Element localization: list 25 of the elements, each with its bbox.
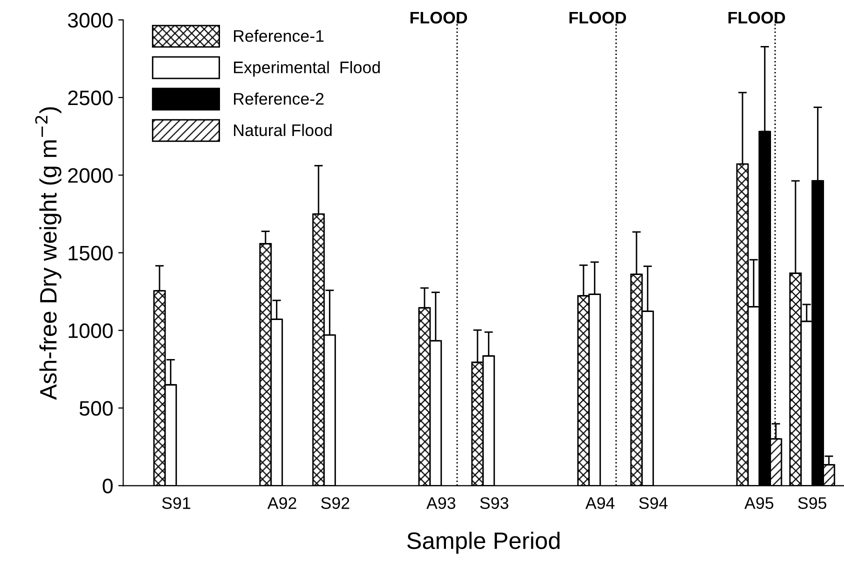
annotation: FLOOD [728, 12, 786, 24]
y-tick-label: 3000 [68, 12, 113, 28]
x-tick-label: S94 [639, 497, 668, 509]
y-tick-label: 2500 [68, 90, 113, 106]
y-tick-label: 0 [102, 478, 113, 494]
y-tick-label: 2000 [68, 168, 113, 183]
legend-label: Experimental Flood [234, 61, 380, 77]
x-tick-label: A95 [744, 497, 774, 509]
legend-label: Reference-1 [234, 30, 324, 42]
legend-label: Reference-2 [234, 92, 324, 105]
y-tick-label: 1000 [68, 323, 113, 338]
y-axis-title: Ash-free Dry weight (g m$^{−2}$) [35, 107, 62, 400]
x-tick-label: S91 [162, 497, 190, 509]
x-tick-label: A92 [267, 497, 296, 509]
x-tick-label: S95 [798, 497, 826, 509]
y-tick-label: 1500 [68, 246, 113, 261]
legend-label: Natural Flood [234, 124, 332, 136]
x-tick-label: A93 [426, 497, 456, 509]
x-tick-label: S92 [321, 497, 350, 509]
annotation: FLOOD [570, 12, 626, 24]
x-tick-label: A94 [585, 497, 615, 509]
x-tick-label: S93 [480, 497, 508, 509]
annotation: FLOOD [410, 12, 468, 24]
y-tick-label: 500 [80, 401, 113, 416]
x-axis-title: Sample Period [407, 532, 560, 554]
